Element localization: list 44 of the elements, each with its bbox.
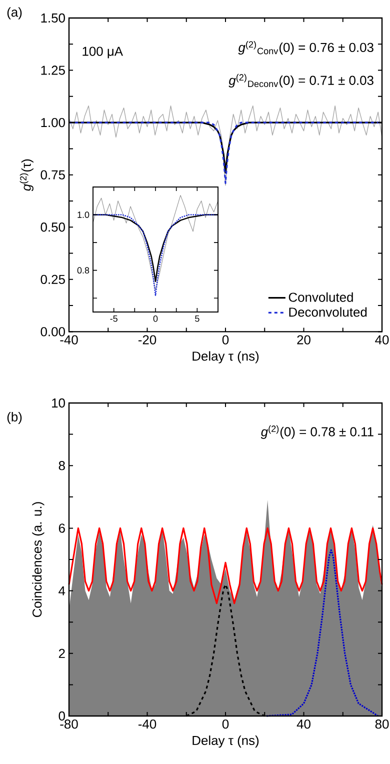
line-series: [68, 105, 382, 186]
x-tick-label: 0: [222, 720, 229, 729]
line-series: [92, 195, 218, 290]
y-tick-label: 6: [58, 524, 65, 533]
text: (a): [7, 7, 22, 20]
annotation: 100 μA: [82, 46, 123, 58]
x-tick-label: 40: [375, 335, 389, 344]
text: (b): [7, 412, 22, 424]
x-axis-title: Delay τ (ns): [192, 736, 259, 748]
y-tick-label: 0.8: [77, 267, 90, 274]
x-tick-label: 5: [195, 316, 200, 322]
y-tick-label: 0.25: [40, 274, 65, 284]
y-tick-label: 0: [58, 711, 65, 721]
y-tick-label: 10: [52, 398, 65, 408]
legend-label: Convoluted: [288, 292, 353, 302]
y-tick-label: 1.25: [41, 66, 65, 75]
x-tick-label: 20: [297, 335, 310, 344]
y-tick-label: 0.00: [40, 327, 65, 336]
annotation: g$^{(2)}$$_{Conv}$(0) = 0.76 ± 0.03: [238, 41, 374, 55]
y-axis-title: g$^{(2)}$(τ): [20, 159, 34, 192]
y-tick-label: 1.50: [41, 13, 65, 23]
x-tick-label: -40: [138, 720, 156, 729]
x-tick-label: -40: [60, 335, 78, 344]
x-tick-label: -80: [60, 720, 78, 729]
x-tick-label: 80: [375, 720, 389, 729]
x-tick-label: 40: [296, 720, 310, 729]
line-series: [68, 527, 383, 604]
y-tick-label: 1.0: [78, 212, 90, 218]
y-tick-label: 0.75: [40, 170, 65, 180]
x-tick-label: -20: [138, 335, 156, 344]
y-tick-label: 0.50: [40, 222, 65, 232]
y-tick-label: 1.00: [41, 118, 65, 128]
y-axis-title: Coincidences (a. u.): [32, 502, 44, 618]
annotation: g$^{(2)}$$_{Deconv}$(0) = 0.71 ± 0.03: [228, 74, 374, 88]
x-tick-label: -5: [110, 316, 118, 322]
y-tick-label: 4: [58, 586, 66, 596]
x-axis-title: Delay τ (ns): [192, 351, 259, 364]
legend-label: Deconvoluted: [289, 307, 367, 317]
annotation: g$^{(2)}$(0) = 0.78 ± 0.11: [260, 425, 374, 439]
y-tick-label: 8: [58, 461, 65, 470]
line-series: [266, 549, 379, 717]
x-tick-label: 0: [153, 316, 158, 322]
x-tick-label: 0: [222, 335, 229, 344]
y-tick-label: 2: [58, 648, 65, 658]
